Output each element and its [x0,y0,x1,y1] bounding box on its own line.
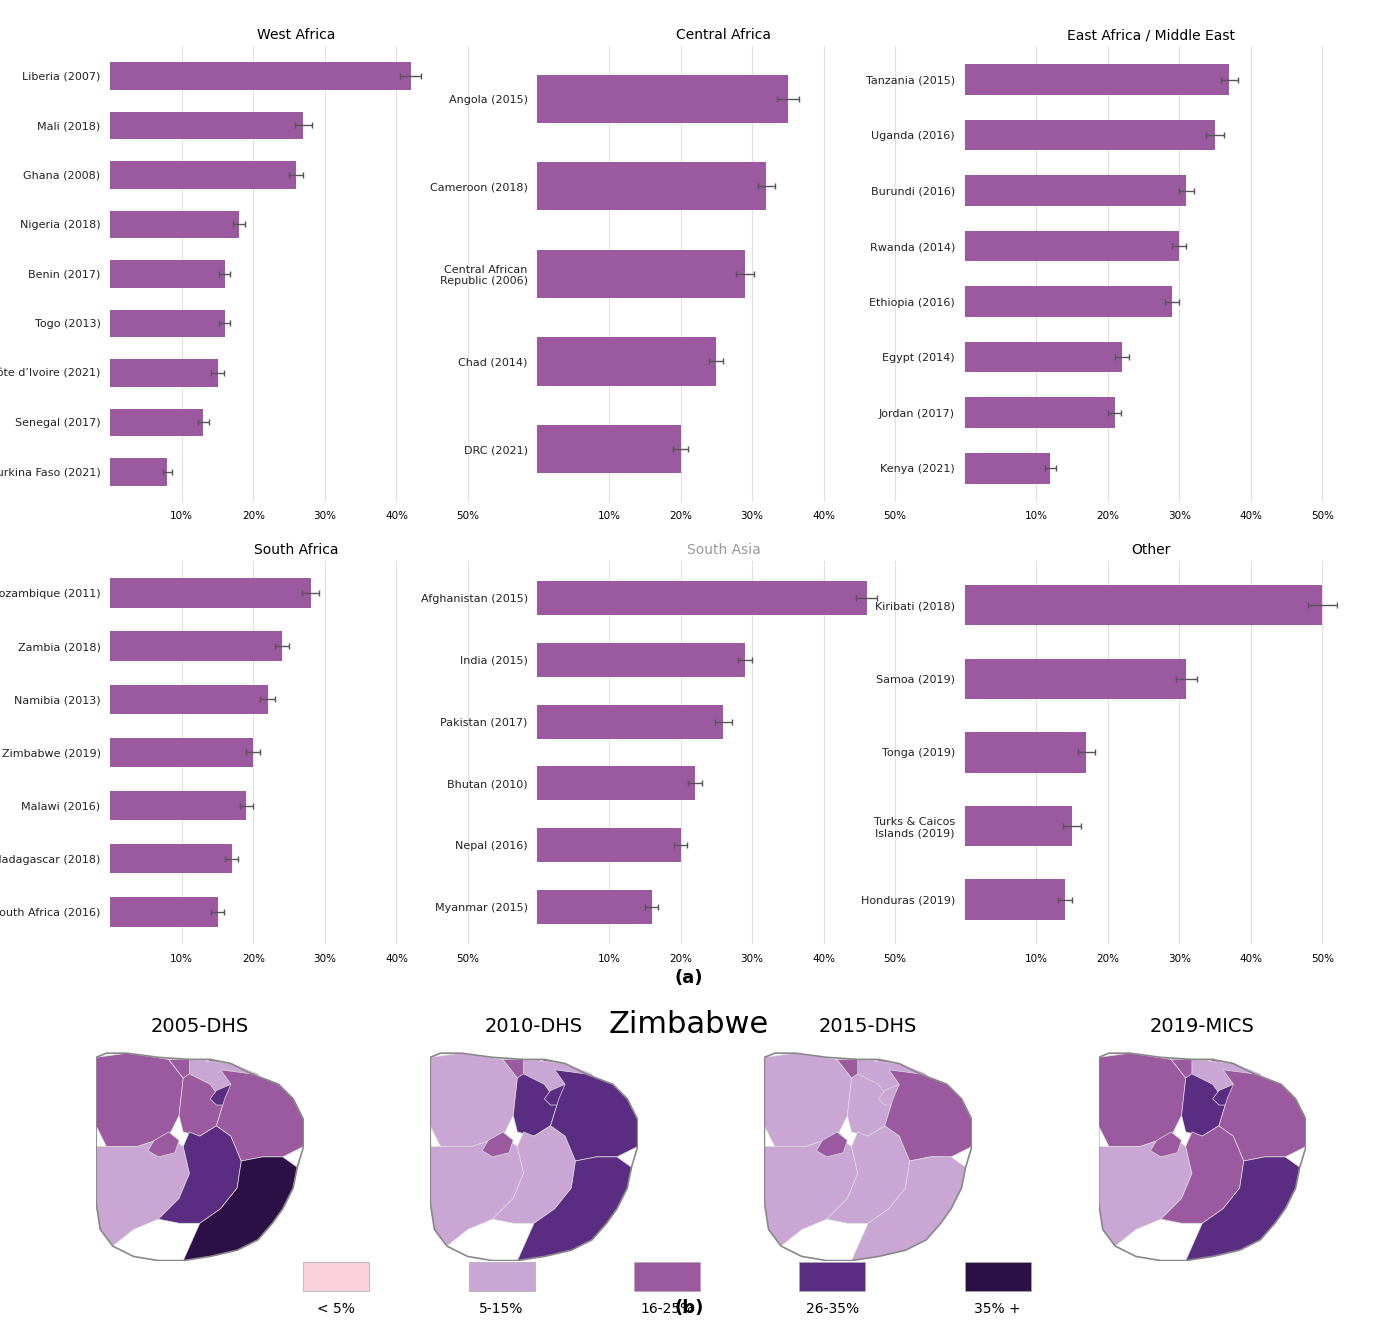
Text: Zimbabwe: Zimbabwe [609,1010,769,1039]
Title: South Asia: South Asia [686,543,761,557]
Bar [110,211,238,238]
Title: West Africa: West Africa [258,28,335,42]
Text: 35% +: 35% + [974,1302,1021,1316]
Polygon shape [1098,1137,1192,1246]
Polygon shape [827,1126,909,1224]
Bar [110,791,247,820]
Text: 16-25%: 16-25% [641,1302,693,1316]
Bar [537,581,867,615]
Bar [965,453,1050,483]
Bar [110,409,204,436]
Bar [965,585,1323,626]
Polygon shape [551,1069,638,1162]
Polygon shape [765,1053,852,1147]
Polygon shape [1171,1060,1233,1078]
Text: 26-35%: 26-35% [806,1302,858,1316]
Bar [965,397,1115,428]
Polygon shape [879,1084,909,1105]
Text: 5-15%: 5-15% [480,1302,524,1316]
Polygon shape [168,1060,225,1137]
Title: East Africa / Middle East: East Africa / Middle East [1067,28,1235,42]
Polygon shape [503,1060,565,1078]
Text: 2019-MICS: 2019-MICS [1149,1018,1255,1036]
Polygon shape [183,1156,298,1261]
Bar [110,843,232,874]
Polygon shape [544,1084,576,1105]
Polygon shape [1213,1084,1244,1105]
Bar [537,705,723,738]
Polygon shape [482,1133,513,1156]
Polygon shape [430,1137,524,1246]
Bar [965,342,1122,372]
Polygon shape [189,1060,266,1111]
Polygon shape [96,1137,189,1246]
Polygon shape [765,1137,857,1246]
Polygon shape [857,1060,934,1111]
Text: 2005-DHS: 2005-DHS [150,1018,249,1036]
Bar [110,112,303,139]
Polygon shape [168,1060,232,1078]
Polygon shape [503,1060,559,1137]
Polygon shape [1220,1069,1306,1162]
Bar [537,338,717,385]
Polygon shape [852,1156,966,1261]
Bar [110,62,411,90]
Polygon shape [524,1060,601,1111]
Polygon shape [836,1060,900,1078]
Bar [110,631,282,661]
Polygon shape [885,1069,971,1162]
Polygon shape [1160,1126,1244,1224]
Title: South Africa: South Africa [254,543,339,557]
Polygon shape [96,1053,183,1147]
Bar [110,260,225,288]
Bar [965,65,1229,95]
Title: Other: Other [1131,543,1170,557]
Text: < 5%: < 5% [317,1302,356,1316]
Text: 2010-DHS: 2010-DHS [485,1018,583,1036]
Polygon shape [430,1053,517,1147]
Bar [537,249,745,298]
Bar [965,120,1215,150]
Bar [537,767,695,800]
Bar [965,805,1072,846]
Polygon shape [1151,1133,1181,1156]
Polygon shape [1171,1060,1228,1137]
Polygon shape [216,1069,303,1162]
Polygon shape [147,1133,179,1156]
Polygon shape [836,1060,893,1137]
Bar [110,310,225,337]
Bar [537,75,788,123]
Bar [110,738,254,767]
Title: Central Africa: Central Africa [677,28,770,42]
Bar [965,733,1086,772]
Text: 2015-DHS: 2015-DHS [819,1018,918,1036]
Bar [110,161,296,189]
Polygon shape [492,1126,576,1224]
Bar [110,359,218,387]
Text: (b): (b) [674,1299,704,1317]
Bar [537,828,681,862]
Polygon shape [158,1126,241,1224]
Bar [965,231,1180,261]
Bar [965,879,1065,920]
Polygon shape [1185,1156,1299,1261]
Bar [537,425,681,473]
Bar [110,578,310,607]
Polygon shape [517,1156,631,1261]
Polygon shape [211,1084,241,1105]
Bar [965,286,1173,317]
Bar [110,898,218,927]
Polygon shape [816,1133,847,1156]
Bar [110,685,267,714]
Text: (a): (a) [675,969,703,987]
Bar [537,890,652,924]
Bar [537,162,766,210]
Polygon shape [1192,1060,1269,1111]
Polygon shape [1098,1053,1185,1147]
Bar [965,659,1186,700]
Bar [110,458,168,486]
Bar [537,643,745,677]
Bar [965,176,1186,206]
